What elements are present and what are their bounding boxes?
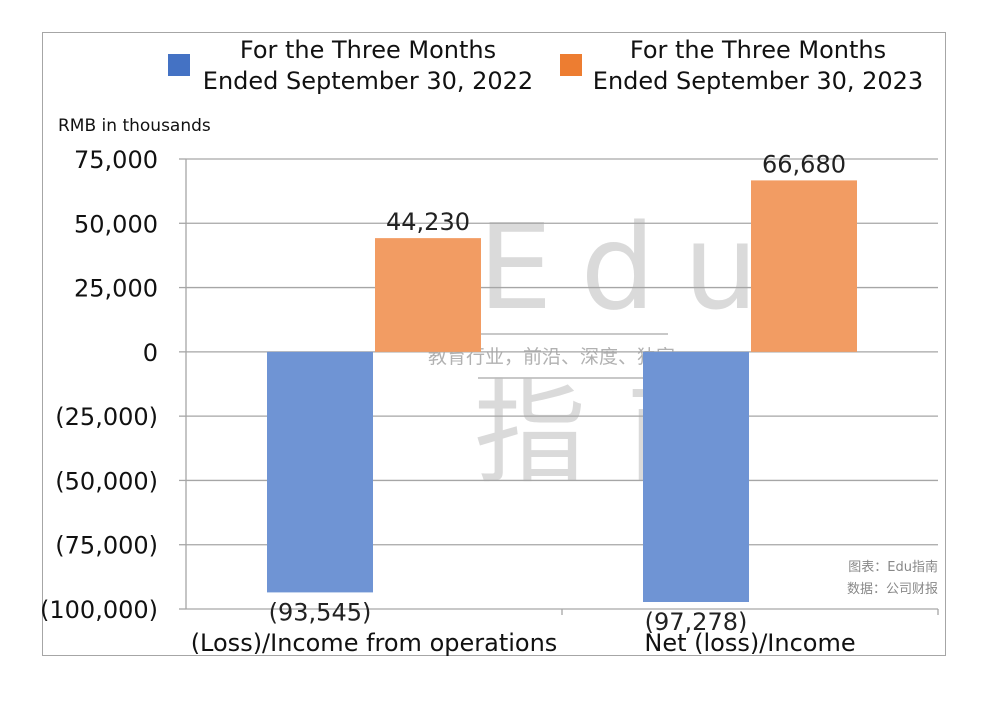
source-chart-credit: 图表：Edu指南 [848,559,938,575]
legend-label-2022-line2: Ended September 30, 2022 [203,67,533,95]
y-tick-label: (100,000) [40,596,158,624]
y-tick-label: 0 [143,339,158,367]
y-tick-label: 50,000 [74,210,158,238]
category-labels: (Loss)/Income from operations Net (loss)/… [191,629,856,657]
y-tick-label: (75,000) [55,532,158,560]
legend-label-2023-line2: Ended September 30, 2023 [593,67,923,95]
data-label: (93,545) [269,598,372,626]
chart-frame [42,32,946,656]
legend-label-2022-line1: For the Three Months [240,36,496,64]
bar-2022-0 [267,351,373,593]
bars [267,180,857,603]
category-label: Net (loss)/Income [644,629,855,657]
y-tick-label: (50,000) [55,467,158,495]
y-tick-label: 25,000 [74,275,158,303]
data-labels: (93,545) 44,230 (97,278) 66,680 [269,150,846,636]
data-label: 66,680 [762,150,846,178]
legend-swatch-2022 [168,54,190,76]
watermark-edu: Edu [478,198,786,336]
category-label: (Loss)/Income from operations [191,629,558,657]
y-axis-unit-label: RMB in thousands [58,116,211,136]
bar-2022-1 [643,351,749,603]
legend-swatch-2023 [560,54,582,76]
source-data-credit: 数据：公司财报 [847,582,938,597]
y-tick-label: 75,000 [74,146,158,174]
data-label: 44,230 [386,208,470,236]
y-axis-ticks: 75,000 50,000 25,000 0 (25,000) (50,000) (75,0… [40,146,158,624]
legend: For the Three Months Ended September 30,… [168,36,923,95]
data-label: (97,278) [645,608,748,636]
y-tick-label: (25,000) [55,403,158,431]
bar-2023-0 [375,238,481,352]
source-note: 图表：Edu指南 数据：公司财报 [847,559,938,597]
legend-label-2023-line1: For the Three Months [630,36,886,64]
bar-2023-1 [751,180,857,352]
